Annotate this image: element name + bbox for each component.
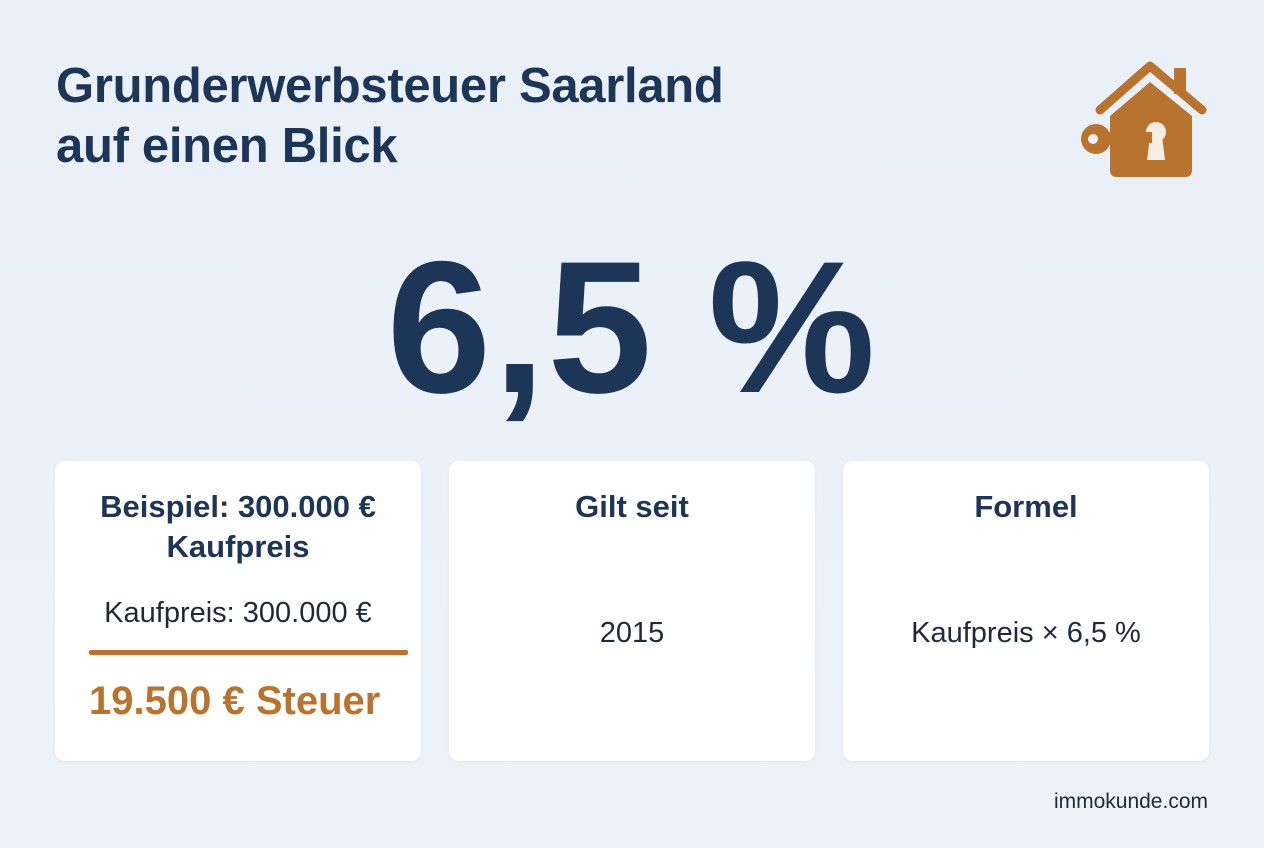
tax-rate: 6,5 % bbox=[386, 222, 878, 432]
example-heading-line-1: Beispiel: 300.000 € bbox=[100, 489, 376, 524]
example-heading-line-2: Kaufpreis bbox=[166, 529, 310, 564]
title-line-2: auf einen Blick bbox=[56, 119, 398, 173]
house-key-icon bbox=[1078, 60, 1210, 180]
since-heading: Gilt seit bbox=[575, 489, 689, 524]
example-card: Beispiel: 300.000 € Kaufpreis Kaufpreis:… bbox=[55, 461, 421, 761]
page-title: Grunderwerbsteuer Saarland auf einen Bli… bbox=[56, 56, 956, 176]
since-value: 2015 bbox=[599, 617, 665, 649]
example-divider bbox=[89, 650, 408, 655]
example-price: Kaufpreis: 300.000 € bbox=[104, 597, 372, 629]
example-heading: Beispiel: 300.000 € Kaufpreis bbox=[55, 487, 421, 567]
since-card: Gilt seit 2015 bbox=[449, 461, 815, 761]
formula-card: Formel Kaufpreis × 6,5 % bbox=[843, 461, 1209, 761]
title-line-1: Grunderwerbsteuer Saarland bbox=[56, 59, 724, 113]
formula-value: Kaufpreis × 6,5 % bbox=[911, 617, 1141, 649]
source-label: immokunde.com bbox=[1053, 790, 1208, 813]
example-result: 19.500 € Steuer bbox=[89, 679, 381, 723]
formula-heading: Formel bbox=[974, 489, 1078, 524]
